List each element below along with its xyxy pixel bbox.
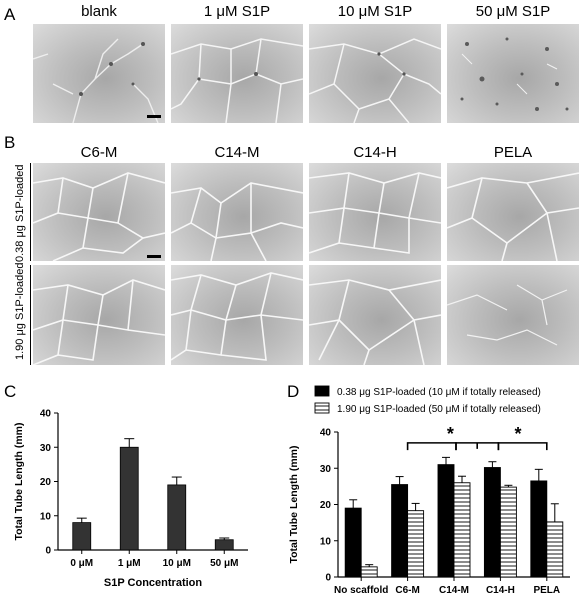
bar: [530, 480, 548, 578]
scale-bar: [147, 115, 161, 118]
row-divider-190: [30, 265, 31, 365]
x-tick-label: 50 μM: [210, 558, 238, 569]
bar: [391, 484, 409, 578]
legend-swatch: [314, 402, 330, 414]
legend-label: 1.90 μg S1P-loaded (50 μM if totally rel…: [337, 404, 541, 415]
micrograph-b-c14h-038: [309, 163, 441, 261]
bar: [119, 446, 139, 551]
panel-a-letter: A: [4, 5, 16, 24]
bar: [407, 510, 425, 578]
x-tick-label: C14-M: [439, 585, 469, 596]
panel-a-label-1um: 1 μM S1P: [203, 3, 271, 20]
micrograph-a-blank: [33, 24, 165, 123]
y-tick-label: 10: [320, 536, 332, 547]
panel-c-letter: C: [4, 382, 17, 401]
panel-b-label-c14h: C14-H: [353, 144, 397, 161]
micrograph-a-1um: [171, 24, 303, 123]
x-tick-label: PELA: [533, 585, 560, 596]
micrograph-b-c6m-038: [33, 163, 165, 261]
bar: [546, 521, 564, 578]
significance-star: *: [514, 424, 521, 444]
row-label-190: 1.90 μg S1P-loaded: [14, 262, 26, 360]
bar: [344, 507, 362, 578]
bar: [72, 522, 92, 551]
row-label-038: 0.38 μg S1P-loaded: [14, 164, 26, 262]
scale-bar: [147, 255, 161, 258]
x-tick-label: 0 μM: [70, 558, 93, 569]
chart-c: 0 10 20 30 40 0 μM 1 μM 10 μM 50 μM S1P Concentra…: [13, 409, 248, 589]
panel-b-letter: B: [4, 133, 16, 152]
y-axis-label: Total Tube Length (mm): [13, 422, 25, 540]
row-divider-038: [30, 163, 31, 261]
micrograph-b-pela-038: [447, 163, 579, 261]
y-tick-label: 10: [40, 511, 52, 522]
y-tick-label: 20: [40, 477, 52, 488]
micrograph-b-c14h-190: [309, 265, 441, 365]
significance-bracket: [406, 442, 457, 451]
x-axis-label: S1P Concentration: [104, 577, 202, 589]
panel-a-label-blank: blank: [81, 3, 117, 20]
y-tick-label: 40: [320, 428, 332, 439]
bar: [499, 486, 517, 578]
legend-label: 0.38 μg S1P-loaded (10 μM if totally rel…: [337, 387, 541, 398]
panel-b-label-c14m: C14-M: [214, 144, 260, 161]
bar: [483, 467, 501, 578]
significance-bracket: [497, 442, 548, 451]
bar: [214, 539, 234, 551]
legend-swatch: [314, 385, 330, 397]
y-tick-label: 40: [40, 409, 52, 420]
panel-a-label-50um: 50 μM S1P: [475, 3, 551, 20]
y-tick-label: 30: [40, 443, 52, 454]
x-tick-label: C14-H: [486, 585, 515, 596]
panel-b-label-c6m: C6-M: [80, 144, 118, 161]
micrograph-a-50um: [447, 24, 579, 123]
x-tick-label: No scaffold: [334, 585, 388, 596]
micrograph-b-c14m-038: [171, 163, 303, 261]
panel-b-label-pela: PELA: [493, 144, 533, 161]
micrograph-b-pela-190: [447, 265, 579, 365]
panel-a-label-10um: 10 μM S1P: [337, 3, 413, 20]
bar: [167, 484, 187, 551]
significance-star: *: [447, 424, 454, 444]
y-tick-label: 0: [45, 546, 51, 557]
y-tick-label: 0: [325, 573, 331, 584]
bar: [453, 482, 471, 578]
micrograph-b-c6m-190: [33, 265, 165, 365]
bar: [360, 566, 378, 578]
x-tick-label: C6-M: [395, 585, 419, 596]
y-tick-label: 30: [320, 464, 332, 475]
y-tick-label: 20: [320, 500, 332, 511]
y-axis-label: Total Tube Length (mm): [288, 445, 300, 563]
x-tick-label: 10 μM: [163, 558, 191, 569]
chart-d: 0.38 μg S1P-loaded (10 μM if totally rel…: [288, 385, 570, 596]
x-tick-label: 1 μM: [118, 558, 141, 569]
panel-d-letter: D: [287, 382, 300, 401]
bar: [437, 464, 455, 578]
micrograph-b-c14m-190: [171, 265, 303, 365]
micrograph-a-10um: [309, 24, 441, 123]
